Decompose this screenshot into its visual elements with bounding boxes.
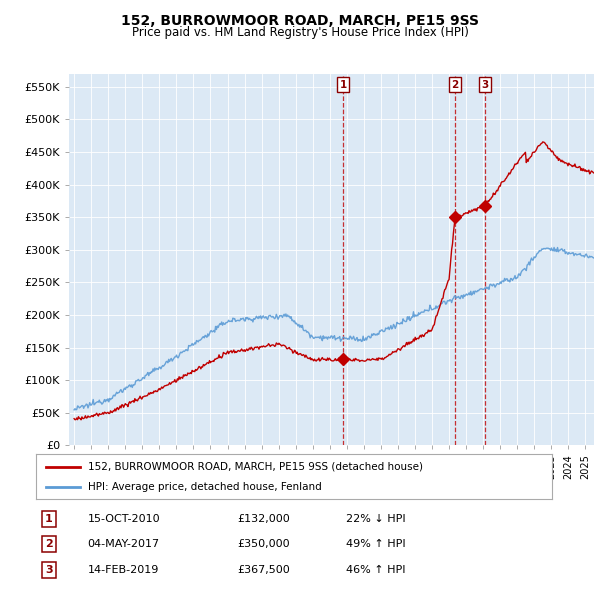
Text: 15-OCT-2010: 15-OCT-2010 xyxy=(88,514,160,524)
Text: 1: 1 xyxy=(45,514,53,524)
Text: £350,000: £350,000 xyxy=(237,539,290,549)
Text: 3: 3 xyxy=(482,80,489,90)
Text: £132,000: £132,000 xyxy=(237,514,290,524)
Text: 3: 3 xyxy=(45,565,53,575)
Text: 2: 2 xyxy=(45,539,53,549)
Text: 46% ↑ HPI: 46% ↑ HPI xyxy=(346,565,405,575)
Text: 1: 1 xyxy=(340,80,347,90)
Text: 2: 2 xyxy=(451,80,458,90)
Text: 152, BURROWMOOR ROAD, MARCH, PE15 9SS: 152, BURROWMOOR ROAD, MARCH, PE15 9SS xyxy=(121,14,479,28)
Text: 22% ↓ HPI: 22% ↓ HPI xyxy=(346,514,405,524)
Text: £367,500: £367,500 xyxy=(237,565,290,575)
Text: 152, BURROWMOOR ROAD, MARCH, PE15 9SS (detached house): 152, BURROWMOOR ROAD, MARCH, PE15 9SS (d… xyxy=(88,462,422,471)
Text: Price paid vs. HM Land Registry's House Price Index (HPI): Price paid vs. HM Land Registry's House … xyxy=(131,26,469,39)
Text: HPI: Average price, detached house, Fenland: HPI: Average price, detached house, Fenl… xyxy=(88,483,322,493)
Text: 49% ↑ HPI: 49% ↑ HPI xyxy=(346,539,405,549)
Text: 14-FEB-2019: 14-FEB-2019 xyxy=(88,565,159,575)
Text: 04-MAY-2017: 04-MAY-2017 xyxy=(88,539,160,549)
